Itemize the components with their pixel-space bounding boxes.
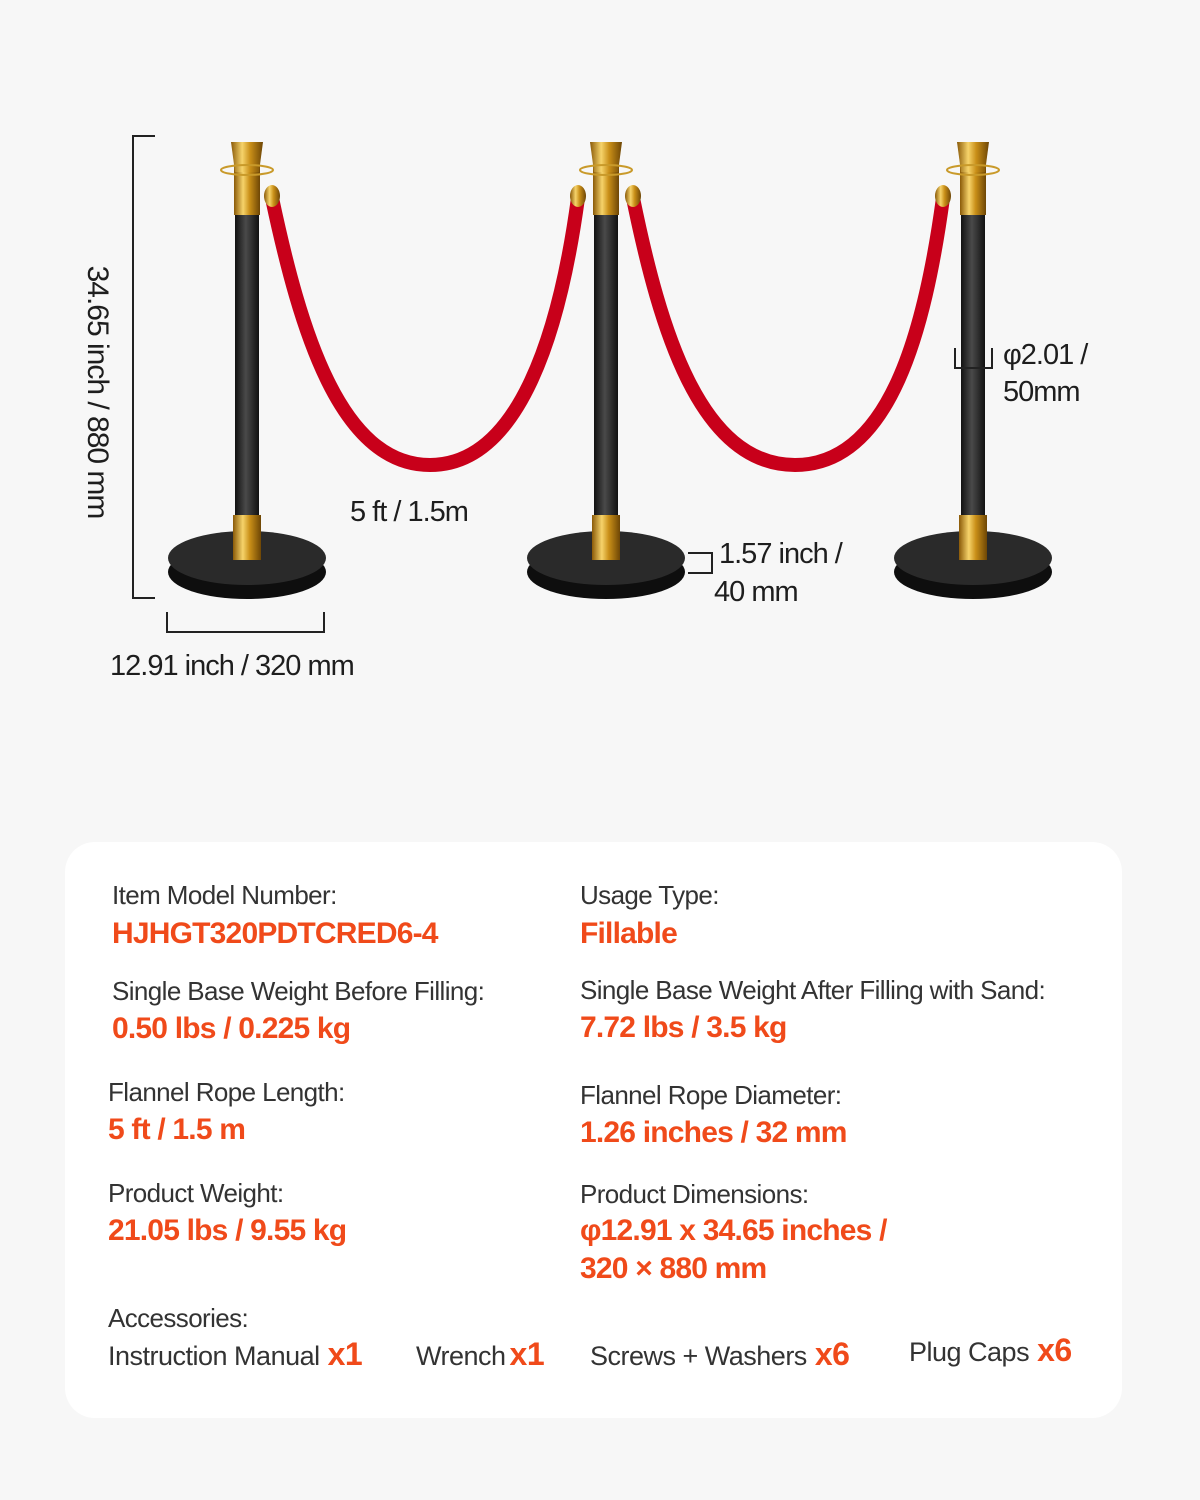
rope-length-dimension: 5 ft / 1.5m xyxy=(350,496,469,528)
post-shaft xyxy=(235,210,259,520)
spec-value: 1.26 inches / 32 mm xyxy=(580,1116,847,1149)
base-height-dimension-line2: 40 mm xyxy=(714,576,799,608)
post-cap xyxy=(590,142,622,172)
spec-label: Item Model Number: xyxy=(112,880,337,910)
spec-label: Single Base Weight Before Filling: xyxy=(112,976,485,1006)
rope-left xyxy=(265,196,585,473)
post-neck xyxy=(234,165,260,215)
post-collar xyxy=(233,515,261,560)
spec-value: 0.50 lbs / 0.225 kg xyxy=(112,1012,351,1045)
post-diameter-dimension-line1: φ2.01 / xyxy=(1003,339,1088,371)
spec-label: Product Weight: xyxy=(108,1178,284,1208)
base-height-dimension-line1: 1.57 inch / xyxy=(719,538,843,570)
post-collar xyxy=(959,515,987,560)
rope-right xyxy=(626,196,950,473)
base-diameter-dimension: 12.91 inch / 320 mm xyxy=(110,650,355,682)
post-ring xyxy=(946,164,1000,176)
specs-card: Item Model Number: HJHGT320PDTCRED6-4 Us… xyxy=(65,842,1122,1418)
accessory-item: Wrench x1 xyxy=(416,1336,545,1372)
post-ring xyxy=(220,164,274,176)
spec-value-line2: 320 × 880 mm xyxy=(580,1252,767,1285)
accessory-item: Instruction Manual x1 xyxy=(108,1336,363,1372)
spec-value: 21.05 lbs / 9.55 kg xyxy=(108,1214,347,1247)
post-diameter-dimension-line2: 50mm xyxy=(1003,376,1081,408)
dimension-lines xyxy=(132,135,993,633)
post-neck xyxy=(593,165,619,215)
spec-label: Usage Type: xyxy=(580,880,720,910)
spec-value: 5 ft / 1.5 m xyxy=(108,1113,246,1146)
post-shaft xyxy=(594,210,618,520)
spec-value: 7.72 lbs / 3.5 kg xyxy=(580,1011,787,1044)
rope-end-cap xyxy=(935,185,951,207)
spec-value: HJHGT320PDTCRED6-4 xyxy=(112,917,439,950)
height-dimension: 34.65 inch / 880 mm xyxy=(81,265,114,519)
rope-end-cap xyxy=(625,185,641,207)
spec-value: Fillable xyxy=(580,917,678,950)
accessories-label: Accessories: xyxy=(108,1303,249,1333)
spec-label: Single Base Weight After Filling with Sa… xyxy=(580,975,1046,1005)
spec-label: Flannel Rope Diameter: xyxy=(580,1080,842,1110)
rope-end-cap xyxy=(570,185,586,207)
accessory-item: Plug Caps x6 xyxy=(909,1332,1072,1368)
post-ring xyxy=(579,164,633,176)
spec-label: Product Dimensions: xyxy=(580,1179,809,1209)
accessory-item: Screws + Washers x6 xyxy=(590,1336,850,1372)
post-shaft xyxy=(961,210,985,520)
post-collar xyxy=(592,515,620,560)
stanchion-illustration xyxy=(132,135,1052,633)
post-cap xyxy=(231,142,263,172)
post-neck xyxy=(960,165,986,215)
rope-end-cap xyxy=(264,185,280,207)
spec-value: φ12.91 x 34.65 inches / xyxy=(580,1214,887,1247)
spec-label: Flannel Rope Length: xyxy=(108,1077,345,1107)
post-cap xyxy=(957,142,989,172)
